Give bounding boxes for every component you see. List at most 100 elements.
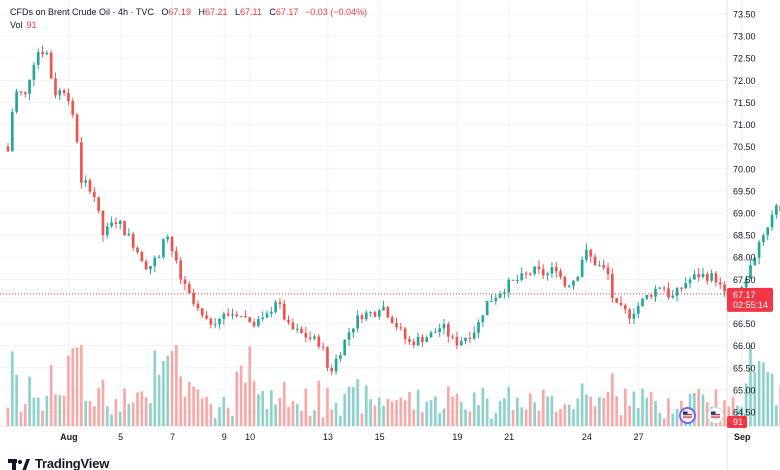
candle — [6, 142, 10, 152]
volume-bar — [153, 350, 157, 426]
volume-bar — [54, 394, 57, 426]
volume-bar — [144, 397, 148, 426]
candle-body — [80, 142, 83, 183]
candle-body — [71, 101, 75, 115]
symbol-title[interactable]: CFDs on Brent Crude Oil · 4h · TVC — [10, 7, 154, 17]
volume-bar — [235, 371, 239, 426]
candle-body — [382, 307, 385, 311]
candle — [261, 311, 265, 322]
candle-body — [498, 293, 502, 298]
volume-bar — [632, 391, 636, 426]
price-tick-label: 65.00 — [733, 385, 756, 395]
low-value: 67.11 — [240, 7, 262, 17]
volume-bar — [351, 386, 355, 426]
economic-event-flag-icon[interactable] — [679, 407, 696, 424]
candle-body — [610, 274, 614, 299]
candle — [291, 318, 295, 331]
candle — [485, 300, 489, 316]
tradingview-brand[interactable]: TradingView — [8, 456, 109, 470]
volume-bar — [390, 401, 394, 426]
candle-body — [187, 284, 191, 294]
candle — [54, 72, 57, 99]
candle-body — [32, 64, 36, 80]
candle — [606, 262, 610, 281]
volume-bar — [308, 415, 312, 426]
candle-body — [477, 322, 480, 333]
candle — [658, 286, 662, 290]
candle-body — [537, 266, 541, 270]
candle — [641, 297, 644, 307]
economic-event-flag-icon[interactable] — [707, 407, 724, 424]
last-price-tag-bg — [727, 287, 773, 312]
candle-body — [598, 265, 601, 267]
volume-bar — [274, 404, 277, 426]
volume-bar — [606, 391, 610, 426]
candle — [429, 330, 433, 338]
candle-body — [494, 297, 498, 301]
time-tick-label: Aug — [60, 432, 78, 442]
candle — [585, 243, 588, 263]
volume-bar — [101, 379, 105, 426]
candle-body — [688, 279, 692, 284]
volume-bar — [364, 385, 368, 426]
volume-bar — [550, 395, 554, 426]
volume-bar — [524, 409, 528, 426]
volume-bar — [572, 409, 575, 426]
volume-tag: 91 — [727, 416, 747, 428]
candle-body — [321, 346, 325, 348]
candle — [567, 284, 571, 289]
time-tick-label: 13 — [323, 432, 333, 442]
candle-body — [170, 236, 174, 252]
candle — [45, 50, 49, 56]
candle — [610, 268, 614, 303]
candle-body — [585, 249, 588, 260]
time-tick-label: 24 — [582, 432, 592, 442]
volume-bar — [537, 410, 541, 426]
volume-label[interactable]: Vol — [10, 20, 23, 30]
candle-body — [554, 267, 558, 272]
candle — [563, 275, 567, 289]
candle — [343, 339, 347, 356]
candle — [490, 294, 493, 302]
candle — [753, 256, 757, 266]
candle-body — [157, 257, 161, 259]
candle-body — [589, 249, 593, 257]
candle — [434, 328, 437, 333]
candle-body — [257, 319, 260, 326]
volume-bar — [313, 410, 316, 426]
candle-body — [516, 279, 519, 281]
price-tick-label: 68.50 — [733, 231, 756, 241]
candle — [360, 313, 364, 324]
candle — [257, 315, 260, 328]
volume-bar — [503, 398, 506, 426]
volume-bar — [304, 388, 308, 426]
candle-body — [425, 337, 429, 342]
candle-body — [710, 273, 713, 281]
price-tick-label: 70.00 — [733, 164, 756, 174]
candle — [507, 277, 511, 299]
candle — [166, 234, 170, 243]
candle — [153, 255, 157, 273]
candle-body — [144, 261, 148, 270]
candle — [304, 326, 308, 343]
volume-bar — [67, 355, 70, 426]
candle-body — [429, 332, 433, 338]
volume-bar — [157, 374, 161, 426]
candle-body — [23, 92, 27, 94]
price-tick-label: 70.50 — [733, 142, 756, 152]
candle — [170, 235, 174, 258]
candle — [636, 302, 640, 319]
candle — [200, 307, 204, 318]
volume-bar — [438, 413, 442, 426]
candle-body — [481, 315, 485, 323]
candle — [714, 271, 718, 287]
candle-body — [438, 328, 442, 332]
candle-body — [628, 309, 631, 319]
candle — [524, 271, 528, 280]
volume-bar — [382, 405, 385, 426]
ohlc-row: CFDs on Brent Crude Oil · 4h · TVC O67.1… — [10, 6, 367, 19]
candle-body — [775, 205, 778, 215]
candle-body — [326, 347, 329, 368]
